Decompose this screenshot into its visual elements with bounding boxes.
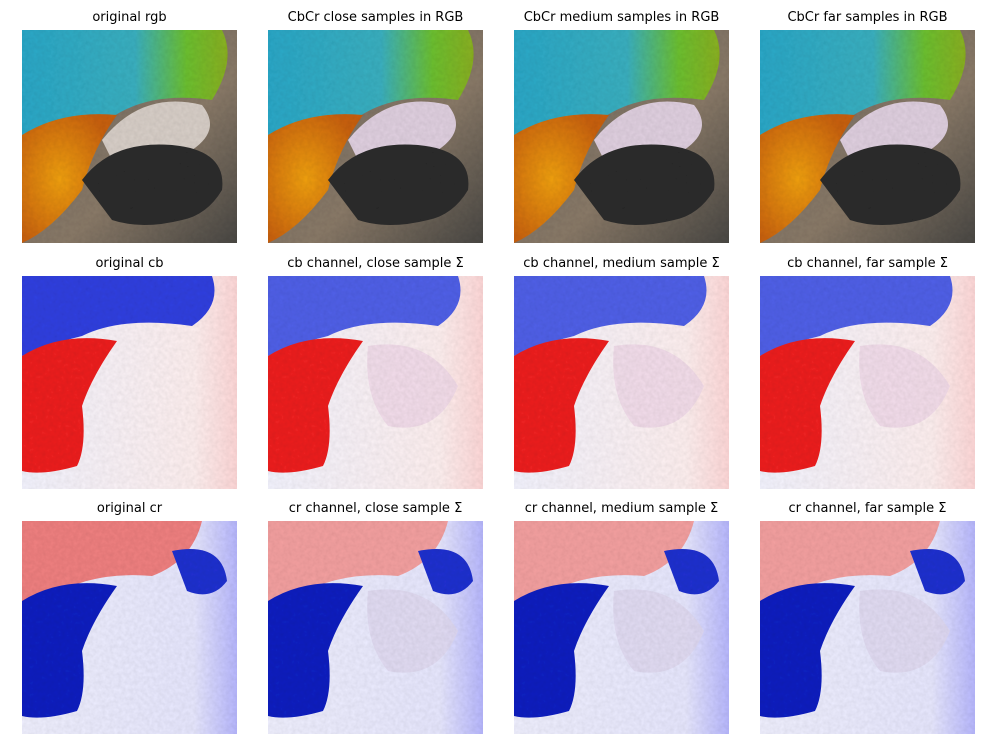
image-region [859,344,950,428]
image-region [514,583,609,718]
panel-title: original cb [95,256,163,271]
image-region [328,144,469,225]
panel-image [22,30,237,243]
image-region [514,30,720,140]
image-region [820,144,961,225]
panel-image [514,521,729,734]
image-region [514,276,707,356]
image-region [859,589,950,673]
panel-title: cr channel, far sample Σ [789,501,947,516]
image-region [367,589,458,673]
image-region [613,344,704,428]
panel: CbCr close samples in RGB [268,10,483,243]
panel-image [514,30,729,243]
image-region [82,144,223,225]
panel: cr channel, medium sample Σ [514,501,729,734]
image-region [760,30,966,140]
panel-title: cb channel, medium sample Σ [523,256,719,271]
panel: cr channel, close sample Σ [268,501,483,734]
image-region [664,549,719,595]
image-region [760,521,940,601]
panel: cb channel, far sample Σ [760,256,975,489]
image-region [172,549,227,595]
panel-title: CbCr close samples in RGB [288,10,464,25]
panel: original cr [22,501,237,734]
panel-image [514,276,729,489]
panel-title: cr channel, close sample Σ [289,501,463,516]
panel: CbCr far samples in RGB [760,10,975,243]
panel-title: CbCr far samples in RGB [787,10,947,25]
image-region [22,338,117,473]
image-region [268,521,448,601]
image-region [514,338,609,473]
image-region [418,549,473,595]
image-region [268,30,474,140]
panel-image [760,30,975,243]
image-region [760,114,855,243]
panel-image [268,521,483,734]
image-region [22,30,228,140]
panel-image [760,521,975,734]
panel-title: original cr [97,501,163,516]
panel-title: cb channel, far sample Σ [787,256,948,271]
image-region [514,521,694,601]
panel-image [22,276,237,489]
panel-image [22,521,237,734]
image-region [22,114,117,243]
image-region [367,344,458,428]
image-region [22,276,215,356]
panel-title: cb channel, close sample Σ [287,256,463,271]
panel-image [268,30,483,243]
image-region [514,114,609,243]
image-region [22,583,117,718]
panel: cb channel, close sample Σ [268,256,483,489]
panel: CbCr medium samples in RGB [514,10,729,243]
image-region [613,589,704,673]
image-region [268,583,363,718]
image-region [574,144,715,225]
panel-image [760,276,975,489]
image-region [760,276,953,356]
image-region [760,338,855,473]
panel: original cb [22,256,237,489]
panel-image [268,276,483,489]
panel-title: CbCr medium samples in RGB [524,10,720,25]
panel-title: original rgb [92,10,166,25]
panel-title: cr channel, medium sample Σ [525,501,719,516]
panel: cr channel, far sample Σ [760,501,975,734]
panel: original rgb [22,10,237,243]
image-region [910,549,965,595]
image-region [760,583,855,718]
image-region [268,338,363,473]
image-region [22,521,202,601]
panel: cb channel, medium sample Σ [514,256,729,489]
image-region [268,114,363,243]
image-region [268,276,461,356]
